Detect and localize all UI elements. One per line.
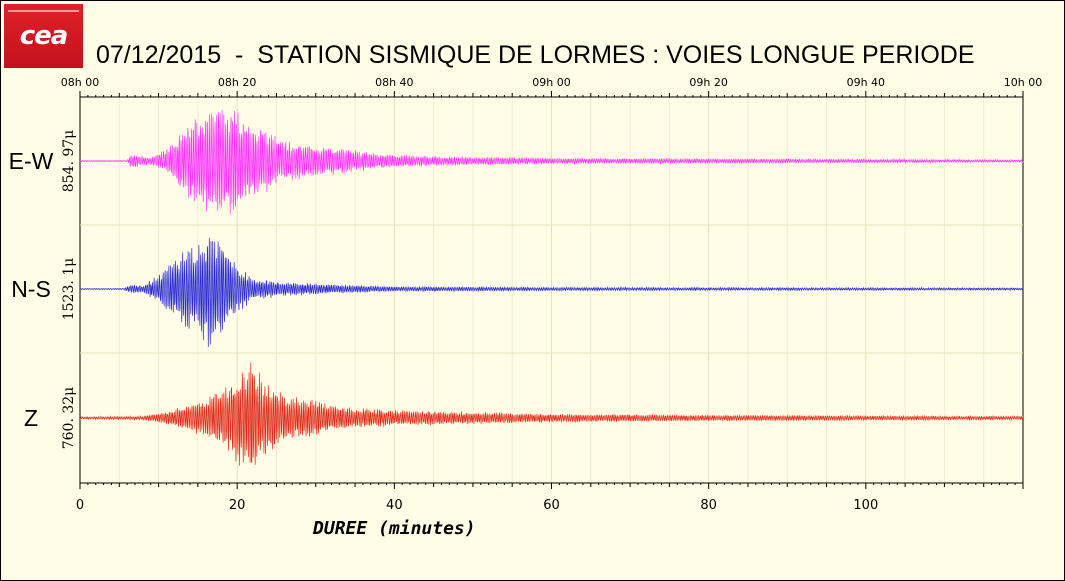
chart-title: 07/12/2015 - STATION SISMIQUE DE LORMES …: [96, 41, 975, 69]
x-tick-label-bottom: 0: [76, 498, 84, 513]
scale-label-z: 760. 32μ: [61, 387, 77, 450]
scale-label-n-s: 1523. 1μ: [61, 258, 77, 321]
x-axis-label: DUREE (minutes): [312, 518, 476, 539]
x-tick-label-top: 08h 20: [218, 76, 256, 89]
scale-label-e-w: 854. 97μ: [61, 130, 77, 193]
channel-label-e-w: E-W: [9, 148, 54, 174]
x-tick-label-bottom: 100: [853, 498, 878, 513]
x-tick-label-bottom: 60: [543, 498, 560, 513]
waveform-e-w: [79, 109, 1024, 214]
channel-label-n-s: N-S: [11, 276, 51, 302]
channel-label-z: Z: [24, 405, 38, 431]
x-tick-label-top: 09h 20: [689, 76, 727, 89]
x-tick-label-bottom: 20: [229, 498, 246, 513]
x-tick-label-top: 10h 00: [1004, 76, 1042, 89]
x-tick-label-top: 08h 40: [375, 76, 413, 89]
logo-text: cea: [19, 21, 69, 51]
x-tick-label-bottom: 80: [700, 498, 717, 513]
x-tick-label-top: 08h 00: [61, 76, 99, 89]
logo-stripe: [8, 10, 79, 12]
cea-logo: cea: [4, 4, 83, 68]
x-tick-label-top: 09h 00: [532, 76, 570, 89]
x-tick-label-bottom: 40: [386, 498, 403, 513]
waveform-z: [79, 362, 1024, 466]
waveform-n-s: [79, 237, 1024, 348]
x-tick-label-top: 09h 40: [847, 76, 885, 89]
